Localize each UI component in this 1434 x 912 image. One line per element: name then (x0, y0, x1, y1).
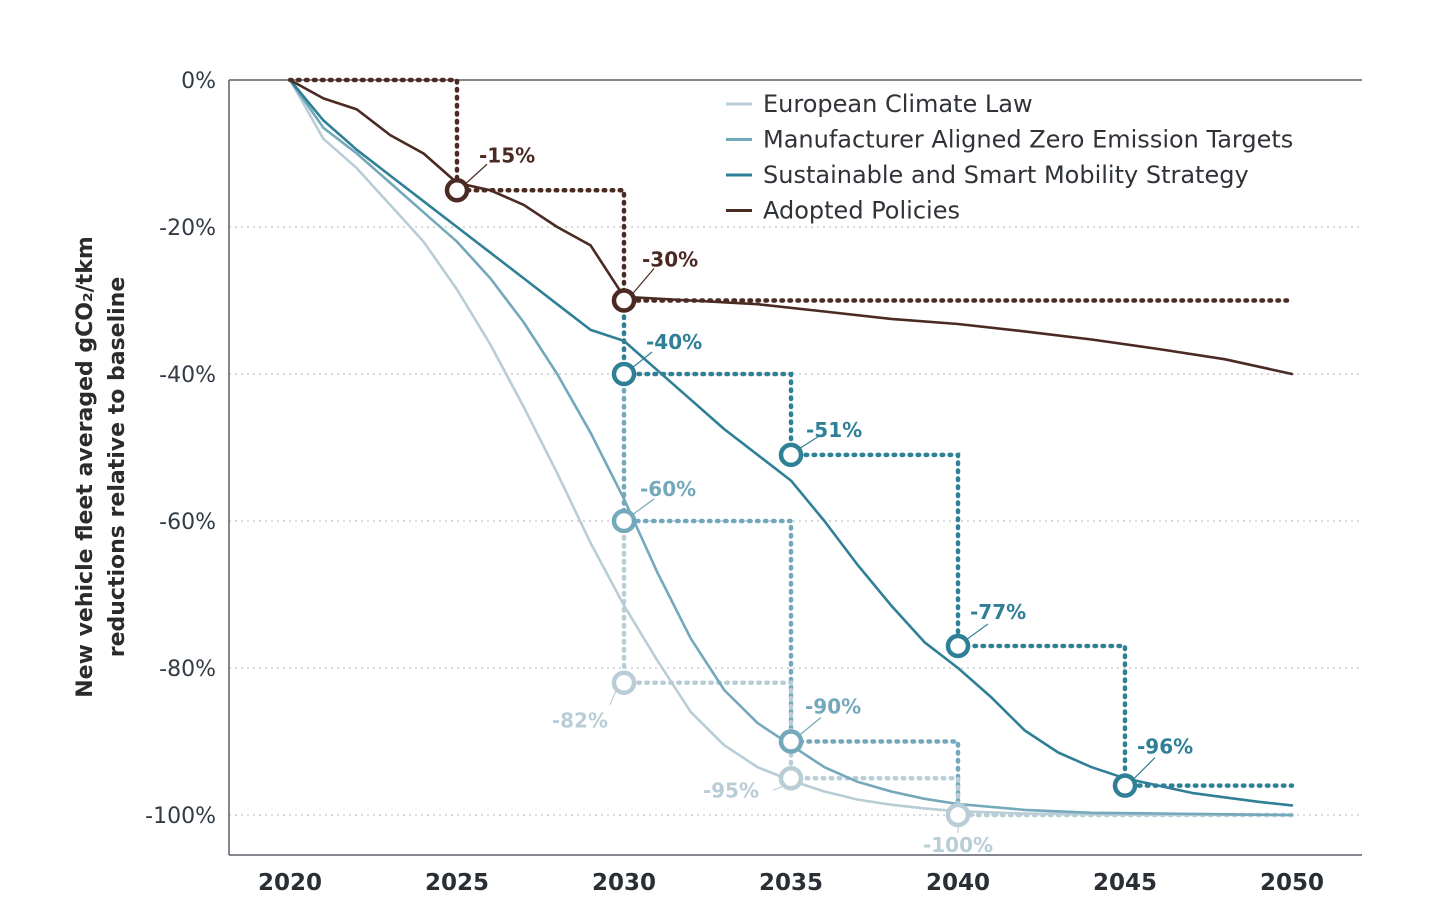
x-tick-label: 2025 (425, 870, 489, 896)
x-tick-label: 2050 (1260, 870, 1324, 896)
target-marker (778, 442, 804, 468)
target-marker (778, 766, 804, 791)
target-annotations: -15% -30% -40% -51% -77% -96% -60% -90% -82% -95%… (464, 143, 1193, 857)
legend-entry: Manufacturer Aligned Zero Emission Targe… (763, 126, 1293, 154)
annotation-leader (798, 434, 822, 450)
target-marker (444, 178, 470, 203)
annotation-leader (798, 717, 822, 736)
y-tick-label: 0% (181, 69, 216, 94)
legend: European Climate Law Manufacturer Aligned… (726, 90, 1293, 225)
target-marker (611, 361, 637, 387)
target-annotation: -77% (970, 600, 1026, 624)
annotation-leader (1132, 757, 1156, 781)
target-marker (945, 802, 971, 828)
annotation-leader (631, 498, 655, 516)
target-annotation: -96% (1137, 735, 1193, 759)
series-line-european-climate-law (288, 78, 1294, 817)
legend-entry: Sustainable and Smart Mobility Strategy (763, 161, 1249, 189)
target-step-adopted-policies (287, 77, 1295, 303)
y-tick-label: -40% (159, 363, 216, 388)
x-tick-label: 2035 (759, 870, 823, 896)
target-marker (611, 670, 637, 695)
target-marker (1112, 773, 1138, 798)
series-line-manufacturer-aligned-zero-emission-targets (288, 78, 1294, 817)
target-annotation: -60% (640, 477, 696, 501)
x-tick-label: 2030 (592, 870, 656, 896)
annotation-leader (609, 690, 617, 705)
y-axis-label-line: New vehicle fleet averaged gCO₂/tkm (73, 236, 98, 697)
y-tick-labels: 0% -20% -40% -60% -80% -100% (145, 69, 216, 829)
target-marker (611, 288, 637, 313)
target-annotation: -30% (642, 248, 698, 272)
y-tick-label: -60% (159, 510, 216, 535)
target-annotation: -82% (552, 709, 608, 733)
y-axis-label: New vehicle fleet averaged gCO₂/tkm reduc… (73, 236, 130, 697)
annotation-leader (772, 785, 784, 791)
target-annotation: -90% (805, 695, 861, 719)
annotation-leader (631, 268, 655, 295)
legend-entry: European Climate Law (763, 90, 1033, 118)
target-annotation: -51% (806, 418, 862, 442)
x-tick-labels: 2020 2025 2030 2035 2040 2045 2050 (258, 870, 1324, 896)
annotation-leader (631, 351, 653, 369)
x-tick-label: 2040 (926, 870, 990, 896)
legend-entry: Adopted Policies (763, 197, 960, 225)
target-markers (444, 178, 1138, 828)
y-axis-label-line: reductions relative to baseline (105, 277, 130, 658)
y-tick-label: -20% (159, 216, 216, 241)
gridlines (229, 226, 1362, 816)
annotation-leader (464, 163, 488, 185)
target-marker (778, 729, 804, 754)
target-marker (945, 633, 971, 659)
target-annotation: -15% (479, 143, 535, 167)
y-tick-label: -100% (145, 804, 216, 829)
annotation-leader (965, 623, 989, 641)
y-tick-label: -80% (159, 657, 216, 682)
x-tick-label: 2020 (258, 870, 322, 896)
target-step-sustainable-and-smart-mobility-strategy (621, 298, 1295, 788)
target-annotation: -95% (703, 778, 759, 802)
x-tick-label: 2045 (1093, 870, 1157, 896)
target-annotation: -100% (923, 833, 993, 857)
target-annotation: -40% (646, 330, 702, 354)
target-marker (611, 508, 637, 534)
